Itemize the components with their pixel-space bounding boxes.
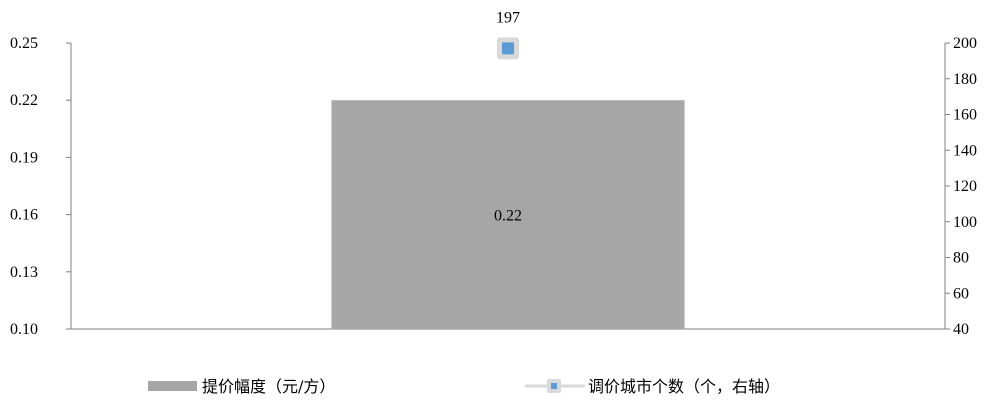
- right-tick-label: 140: [953, 142, 977, 159]
- legend-marker-fill: [551, 383, 557, 389]
- legend-line-label: 调价城市个数（个，右轴）: [588, 377, 780, 396]
- left-axis-ticks: 0.25 0.22 0.19 0.16 0.13 0.10: [10, 35, 71, 338]
- legend: 提价幅度（元/方） 调价城市个数（个，右轴）: [148, 377, 780, 396]
- right-tick-label: 200: [953, 35, 977, 52]
- right-tick-label: 80: [953, 250, 969, 267]
- left-tick-label: 0.16: [10, 207, 38, 224]
- left-tick-label: 0.25: [10, 35, 38, 52]
- legend-bar-label: 提价幅度（元/方）: [202, 377, 335, 396]
- right-tick-label: 100: [953, 214, 977, 231]
- left-tick-label: 0.13: [10, 264, 38, 281]
- bar-series: 0.22: [331, 100, 685, 329]
- left-tick-label: 0.19: [10, 149, 38, 166]
- line-marker: [502, 42, 514, 55]
- bar-data-label: 0.22: [494, 208, 522, 225]
- right-tick-label: 160: [953, 107, 977, 124]
- bar: [331, 100, 685, 329]
- line-data-label: 197: [496, 9, 520, 26]
- left-tick-label: 0.10: [10, 321, 38, 338]
- left-tick-label: 0.22: [10, 92, 38, 109]
- line-series: 197: [496, 9, 520, 60]
- right-tick-label: 40: [953, 321, 969, 338]
- right-tick-label: 60: [953, 285, 969, 302]
- right-axis-ticks: 200 180 160 140 120 100 80 60 40: [945, 35, 977, 338]
- legend-bar-swatch: [148, 381, 197, 391]
- right-tick-label: 180: [953, 71, 977, 88]
- right-tick-label: 120: [953, 178, 977, 195]
